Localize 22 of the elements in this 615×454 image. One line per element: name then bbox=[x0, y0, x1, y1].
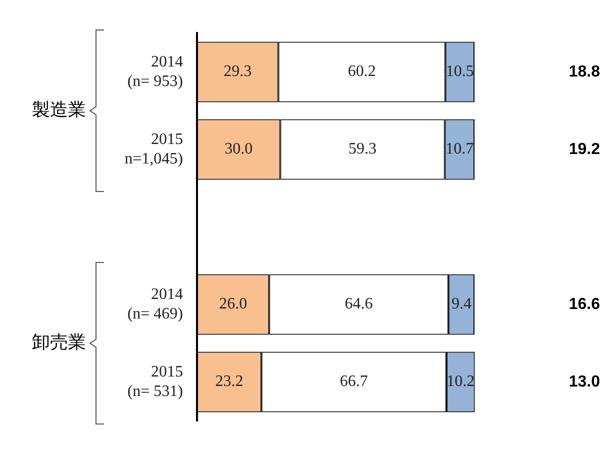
text: 卸売業 bbox=[32, 332, 86, 353]
data-label: 66.7 bbox=[340, 373, 368, 390]
data-label: 10.2 bbox=[446, 373, 475, 390]
y-tick-label: 2015 (n= 531) bbox=[127, 364, 183, 400]
text: 19.2 bbox=[568, 140, 600, 158]
data-label: 10.5 bbox=[446, 63, 474, 80]
text: 製造業 bbox=[32, 99, 86, 120]
data-label: 9.4 bbox=[451, 296, 472, 313]
data-label: 10.7 bbox=[446, 140, 474, 158]
text: 18.8 bbox=[568, 63, 600, 80]
data-label: 29.3 bbox=[224, 63, 252, 80]
y-tick-label: 2014 (n= 469) bbox=[127, 286, 183, 322]
text: 13.0 bbox=[568, 373, 600, 390]
data-label: 59.3 bbox=[348, 140, 377, 158]
text: 16.6 bbox=[568, 296, 600, 313]
data-label: 64.6 bbox=[344, 296, 373, 313]
data-label: 26.0 bbox=[219, 296, 248, 313]
data-label: 30.0 bbox=[224, 140, 253, 158]
data-label: 23.2 bbox=[215, 373, 244, 390]
y-tick-label: 2015 n=1,045) bbox=[124, 131, 183, 168]
y-tick-label: 2014 (n= 953) bbox=[127, 54, 183, 90]
data-label: 60.2 bbox=[348, 63, 376, 80]
